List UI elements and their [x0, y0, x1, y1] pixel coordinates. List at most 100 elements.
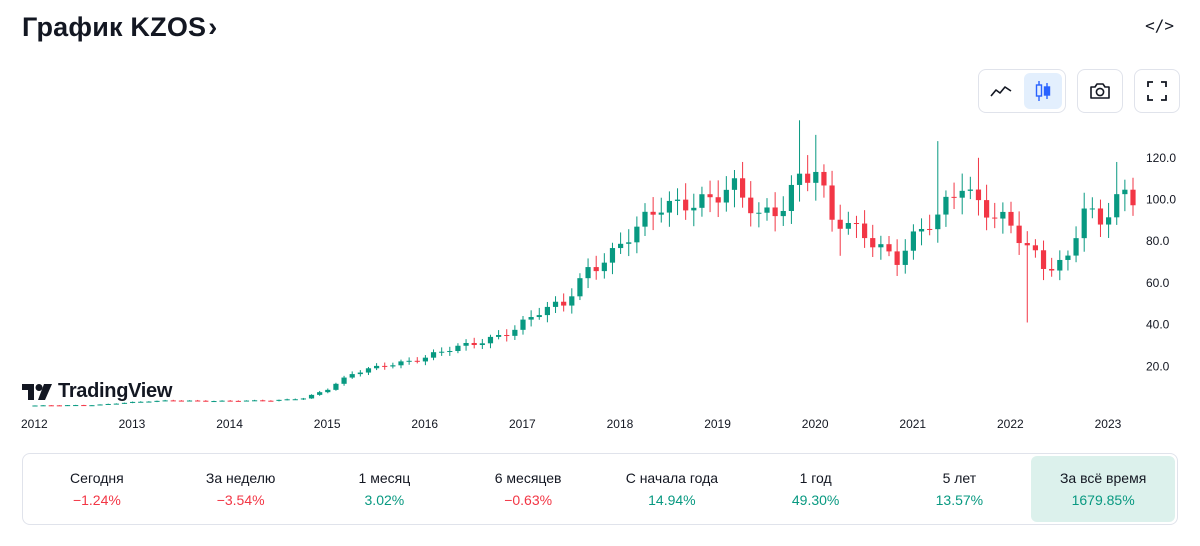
- candle-down: [382, 365, 388, 367]
- period-change: 14.94%: [648, 492, 696, 508]
- candlestick-chart-button[interactable]: [1024, 73, 1062, 109]
- candle-up: [113, 403, 119, 405]
- candle-down: [195, 400, 201, 402]
- candle-up: [162, 400, 168, 402]
- candle-down: [504, 335, 510, 337]
- candle-up: [691, 207, 697, 211]
- candle-up: [813, 171, 819, 183]
- candle-up: [967, 189, 973, 191]
- candle-down: [414, 360, 420, 362]
- x-tick-label: 2016: [411, 417, 438, 431]
- candle-up: [40, 405, 46, 407]
- candle-up: [390, 365, 396, 367]
- candle-down: [1049, 268, 1055, 271]
- candle-down: [178, 400, 184, 402]
- candle-up: [601, 262, 607, 272]
- candle-down: [837, 219, 843, 229]
- period-1[interactable]: За неделю −3.54%: [169, 456, 313, 522]
- period-label: За всё время: [1059, 470, 1147, 486]
- candle-up: [943, 196, 949, 215]
- candle-down: [81, 405, 87, 407]
- candle-up: [1106, 217, 1112, 225]
- tradingview-logo[interactable]: TradingView: [22, 380, 172, 403]
- candle-up: [1081, 208, 1087, 239]
- period-5[interactable]: 1 год 49.30%: [744, 456, 888, 522]
- y-tick-label: 120.0: [1146, 151, 1176, 165]
- candle-down: [235, 400, 241, 402]
- period-7[interactable]: За всё время 1679.85%: [1031, 456, 1175, 522]
- candle-up: [146, 401, 152, 403]
- candle-down: [56, 405, 62, 407]
- candle-down: [707, 194, 713, 198]
- period-change: −0.63%: [504, 492, 553, 508]
- candle-up: [544, 306, 550, 316]
- period-3[interactable]: 6 месяцев −0.63%: [456, 456, 600, 522]
- candle-up: [463, 342, 469, 346]
- candle-up: [121, 402, 128, 404]
- period-change: 1679.85%: [1071, 492, 1135, 508]
- candle-up: [130, 401, 136, 403]
- period-label: Сегодня: [70, 470, 124, 486]
- candle-up: [918, 228, 925, 232]
- candle-up: [341, 377, 347, 384]
- y-tick-label: 60.0: [1146, 276, 1170, 290]
- candle-up: [439, 351, 445, 353]
- candle-up: [300, 398, 306, 400]
- y-axis: 120.0 100.0 80.0 60.0 40.0 20.0: [1146, 151, 1176, 373]
- candle-up: [528, 317, 534, 320]
- candle-down: [268, 400, 274, 402]
- y-tick-label: 80.0: [1146, 234, 1170, 248]
- candle-up: [1073, 238, 1079, 256]
- candle-down: [748, 197, 754, 214]
- candle-up: [398, 361, 404, 366]
- candle-up: [349, 374, 355, 378]
- candle-up: [374, 365, 380, 369]
- candle-down: [593, 267, 599, 272]
- candle-down: [829, 185, 835, 220]
- candle-up: [642, 211, 648, 227]
- candle-down: [650, 211, 656, 215]
- candle-up: [609, 248, 616, 263]
- period-0[interactable]: Сегодня −1.24%: [25, 456, 169, 522]
- tradingview-logo-text: TradingView: [58, 380, 173, 402]
- candle-up: [430, 352, 437, 358]
- candle-down: [1008, 211, 1014, 226]
- candle-down: [992, 217, 998, 219]
- period-change: −3.54%: [216, 492, 265, 508]
- candle-up: [186, 400, 193, 402]
- candle-up: [569, 296, 575, 306]
- chart-title: График KZOS: [22, 12, 207, 42]
- candle-up: [577, 278, 583, 297]
- period-2[interactable]: 1 месяц 3.02%: [313, 456, 457, 522]
- candle-up: [455, 345, 461, 352]
- candle-down: [227, 400, 233, 402]
- line-chart-icon: [990, 86, 1012, 97]
- fullscreen-button[interactable]: [1134, 69, 1180, 113]
- period-6[interactable]: 5 лет 13.57%: [888, 456, 1032, 522]
- x-tick-label: 2022: [997, 417, 1024, 431]
- candle-up: [357, 372, 363, 375]
- fullscreen-icon: [1147, 81, 1167, 101]
- line-chart-button[interactable]: [982, 73, 1020, 109]
- y-tick-label: 40.0: [1146, 318, 1170, 332]
- candle-up: [487, 336, 494, 344]
- candle-up: [520, 319, 526, 330]
- x-tick-label: 2017: [509, 417, 536, 431]
- candle-down: [805, 173, 811, 183]
- candle-down: [561, 301, 567, 306]
- tradingview-logo-icon: [22, 383, 52, 400]
- period-change: −1.24%: [72, 492, 121, 508]
- candle-up: [422, 357, 428, 362]
- period-4[interactable]: С начала года 14.94%: [600, 456, 744, 522]
- candle-up: [496, 335, 502, 337]
- page-title[interactable]: График KZOS›: [22, 12, 217, 43]
- screenshot-button[interactable]: [1077, 69, 1123, 113]
- period-label: 1 месяц: [358, 470, 411, 486]
- embed-code-button[interactable]: </>: [1145, 16, 1174, 35]
- candle-down: [1024, 243, 1030, 246]
- period-label: 6 месяцев: [494, 470, 562, 486]
- period-label: С начала года: [625, 470, 719, 486]
- candle-up: [308, 394, 315, 399]
- x-tick-label: 2012: [21, 417, 48, 431]
